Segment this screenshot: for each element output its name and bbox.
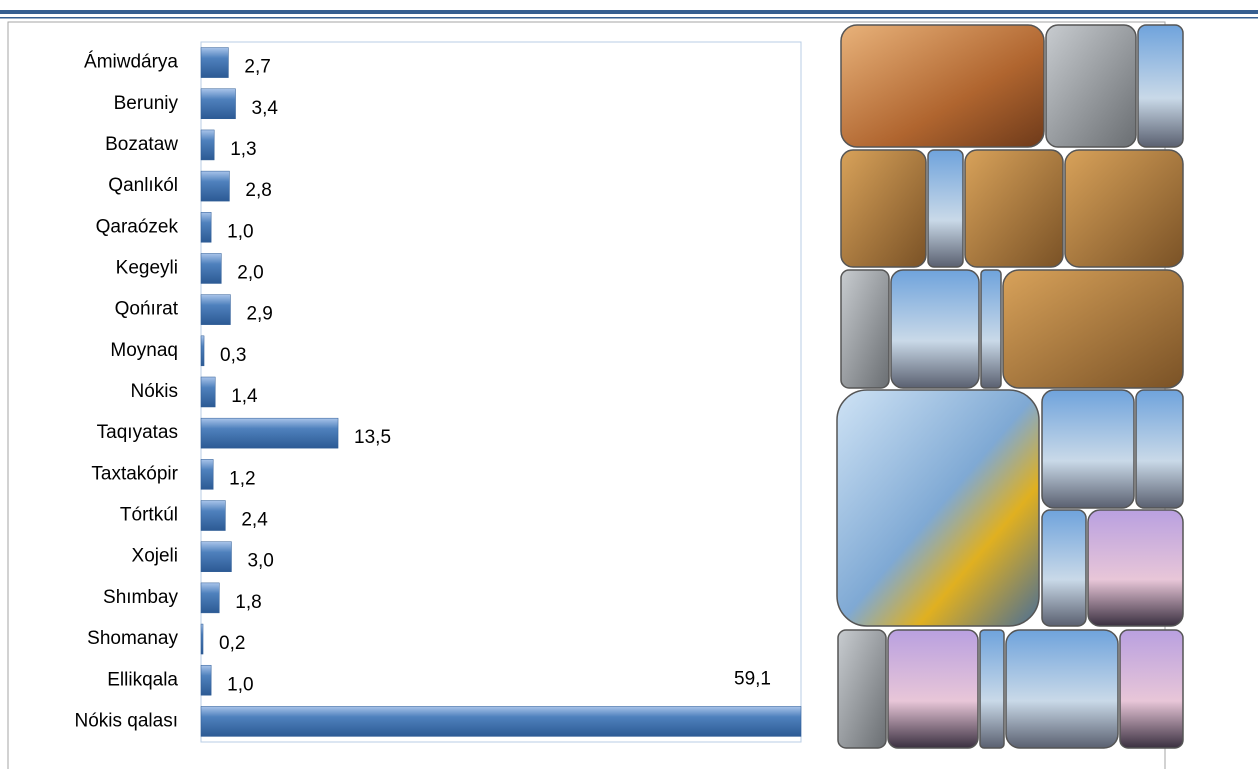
bar — [200, 212, 212, 243]
bar — [200, 664, 212, 696]
bar — [200, 459, 214, 490]
value-label: 0,3 — [220, 345, 246, 366]
bar — [200, 170, 230, 202]
bar — [200, 417, 339, 449]
category-label: Moynaq — [110, 340, 178, 361]
category-label: Qaraózek — [96, 216, 179, 237]
value-label: 2,7 — [244, 57, 270, 78]
bar — [200, 88, 236, 120]
value-label: 13,5 — [354, 427, 391, 448]
bar — [200, 706, 802, 737]
bar — [200, 294, 231, 325]
category-label: Shomanay — [87, 628, 178, 649]
bar — [200, 500, 226, 531]
bar — [200, 129, 215, 161]
value-label: 1,4 — [231, 386, 258, 407]
category-label: Nókis qalası — [75, 710, 179, 731]
category-label: Nókis — [130, 381, 178, 402]
category-label: Qanlıkól — [108, 175, 178, 196]
value-label: 1,2 — [229, 468, 255, 489]
category-label: Ellikqala — [107, 669, 178, 690]
value-label: 1,0 — [227, 221, 253, 242]
value-label: 2,0 — [237, 262, 263, 283]
category-label: Tórtkúl — [120, 505, 178, 526]
value-label: 2,9 — [246, 304, 272, 325]
category-label: Shımbay — [103, 587, 178, 608]
value-label: 1,8 — [235, 592, 261, 613]
bar — [200, 376, 216, 408]
bar — [200, 582, 220, 614]
category-label: Kegeyli — [116, 257, 178, 278]
plot-area — [200, 41, 802, 743]
photo-collage — [836, 24, 1184, 749]
category-label: Qońırat — [115, 299, 179, 320]
value-label: 2,4 — [241, 510, 268, 531]
value-label: 0,2 — [219, 633, 245, 654]
header-rule — [0, 10, 1258, 19]
bar — [200, 335, 205, 367]
category-label: Bozataw — [105, 134, 178, 155]
value-label: 3,0 — [247, 551, 273, 572]
value-label: 1,0 — [227, 674, 253, 695]
bar — [200, 47, 229, 78]
category-label: Beruniy — [114, 93, 179, 114]
value-label: 2,8 — [245, 180, 271, 201]
category-label: Taqıyatas — [97, 422, 178, 443]
bar — [200, 623, 204, 655]
category-label: Ámiwdárya — [84, 52, 178, 73]
bar — [200, 253, 222, 284]
value-label: 59,1 — [734, 668, 771, 689]
category-label: Taxtakópir — [91, 463, 178, 484]
category-label: Xojeli — [132, 546, 178, 567]
value-label: 3,4 — [252, 98, 279, 119]
bar — [200, 541, 232, 572]
value-label: 1,3 — [230, 139, 256, 160]
